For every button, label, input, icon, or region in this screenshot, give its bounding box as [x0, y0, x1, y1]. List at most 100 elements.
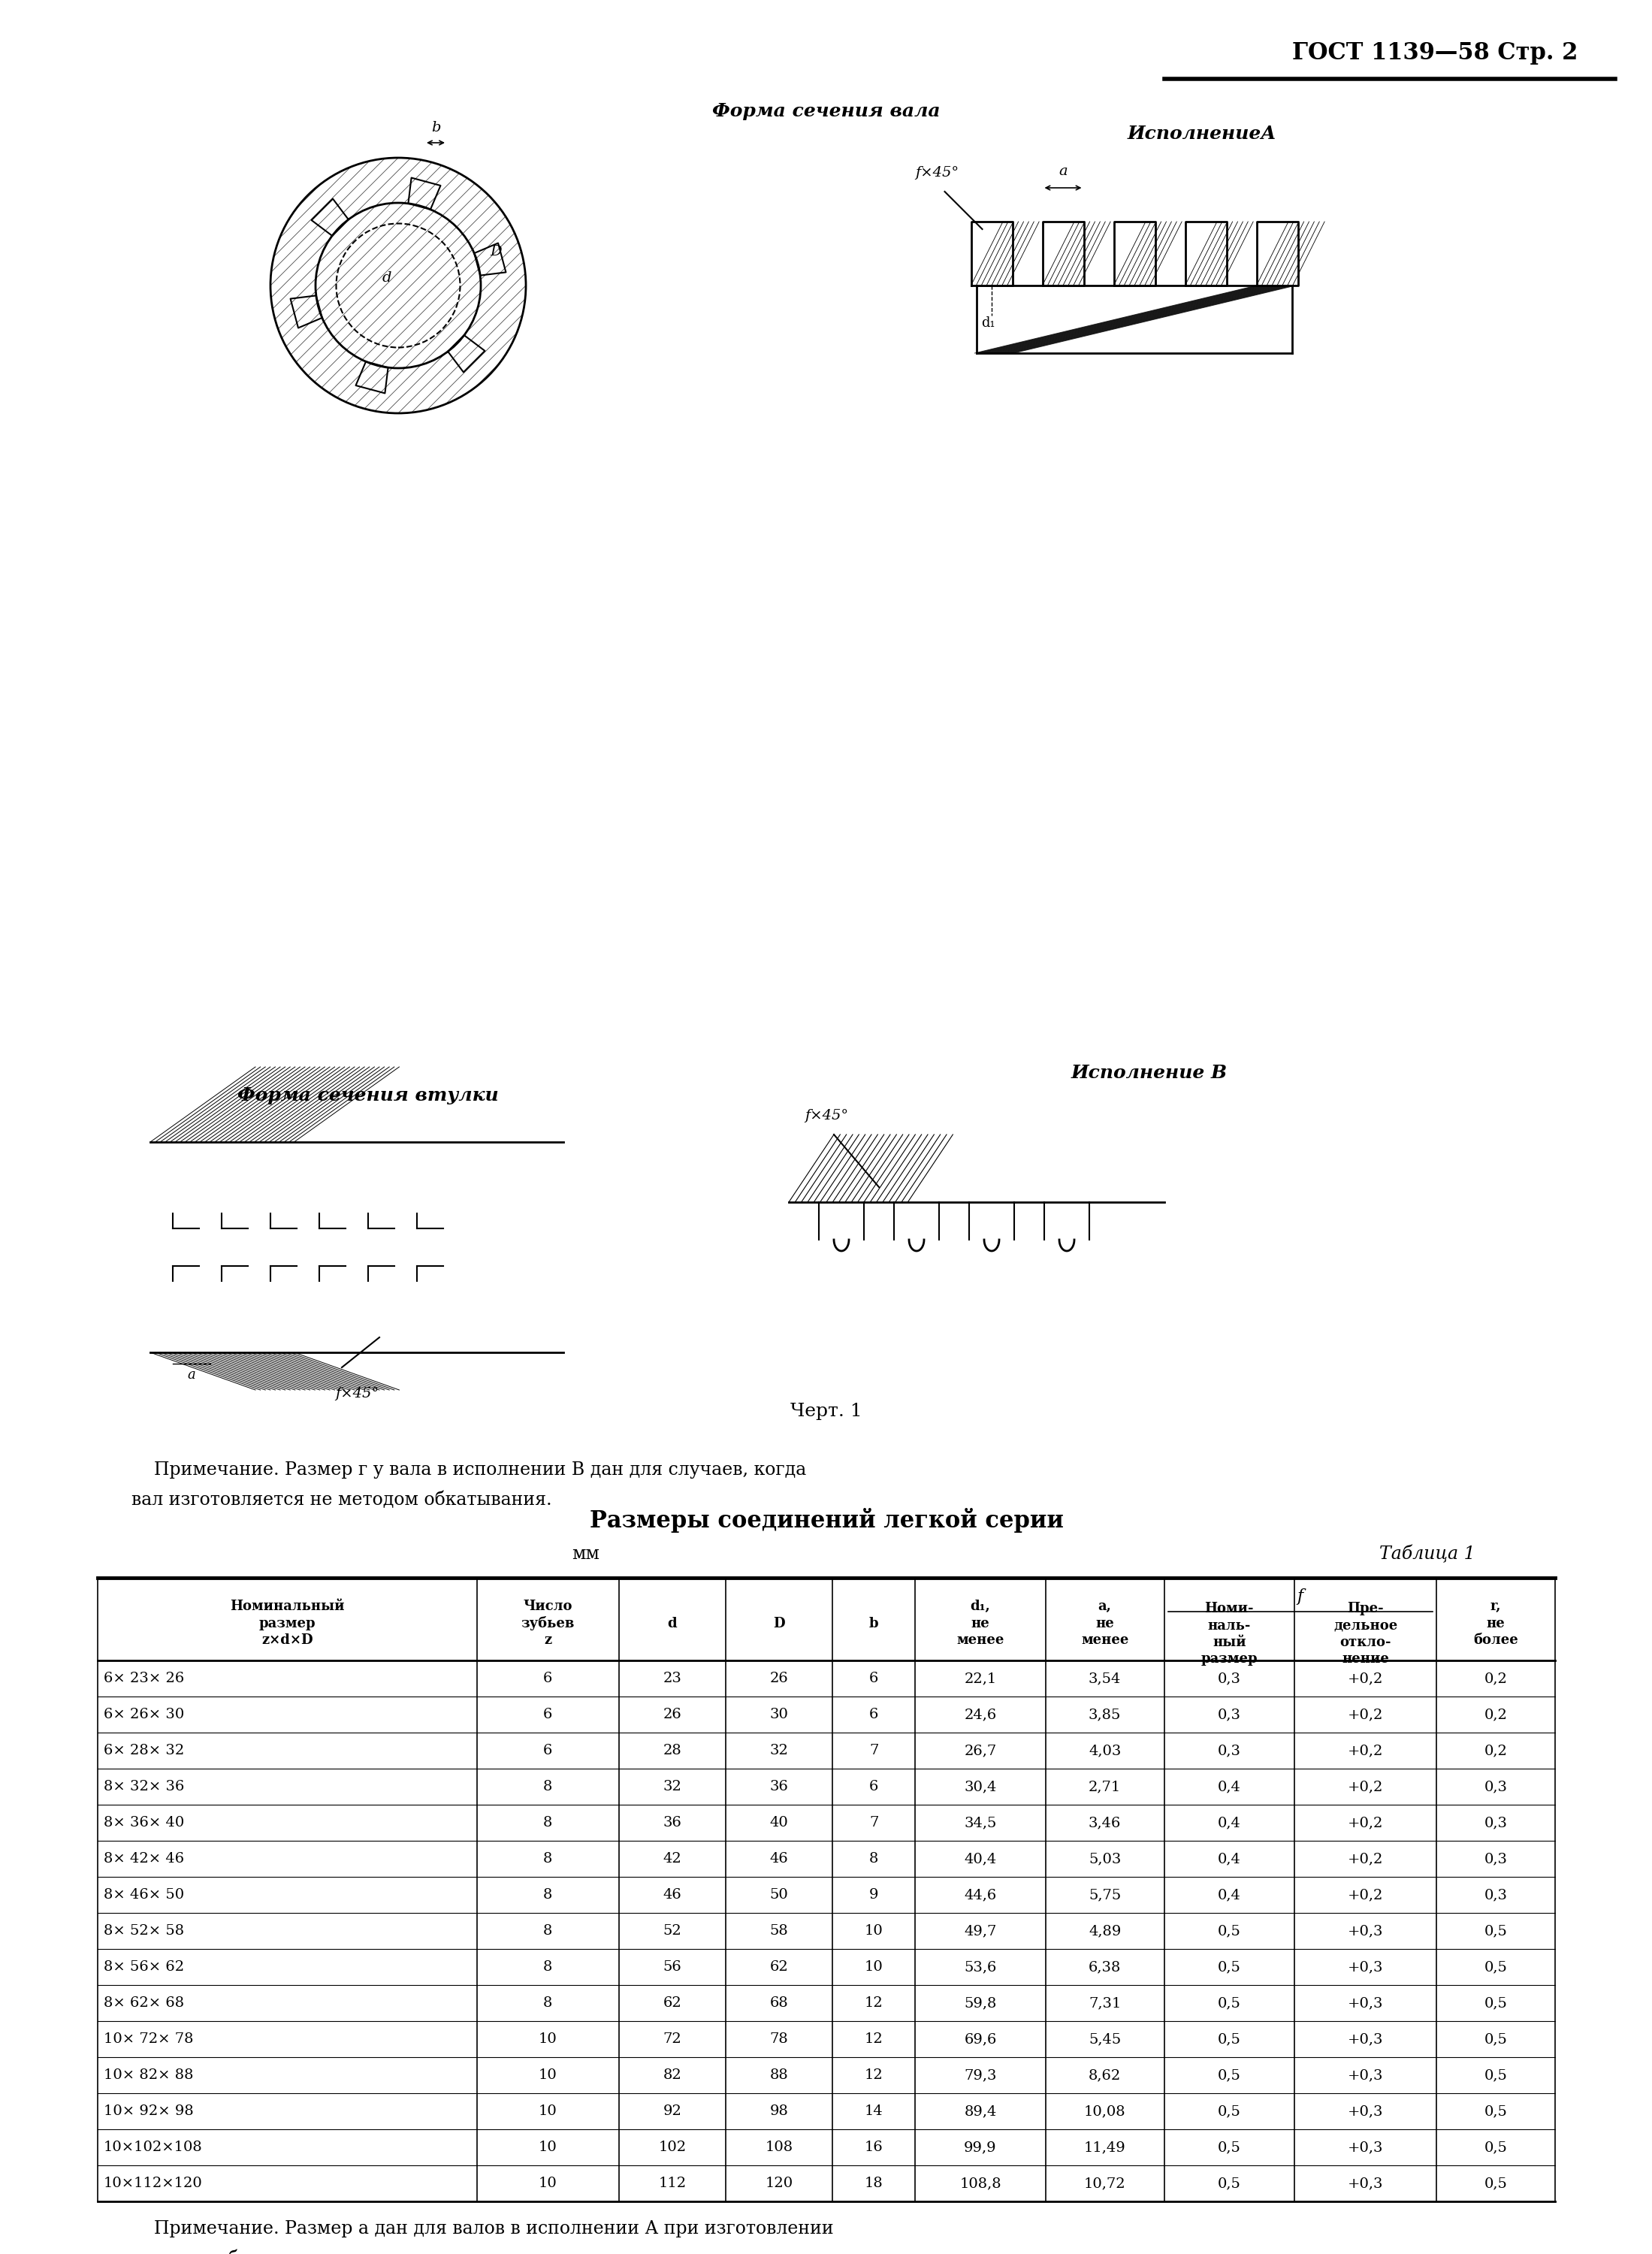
- Text: Таблица 1: Таблица 1: [1379, 1544, 1475, 1562]
- Text: 58: 58: [770, 1925, 788, 1938]
- Text: Форма сечения вала: Форма сечения вала: [712, 101, 940, 119]
- Text: 82: 82: [662, 2069, 682, 2083]
- Text: ГОСТ 1139—58 Стр. 2: ГОСТ 1139—58 Стр. 2: [1292, 41, 1578, 65]
- Text: 42: 42: [662, 1853, 682, 1866]
- Text: 30,4: 30,4: [965, 1781, 996, 1794]
- Text: Пре-
дельное
откло-
нение: Пре- дельное откло- нение: [1333, 1603, 1398, 1666]
- Text: 0,3: 0,3: [1483, 1781, 1508, 1794]
- Text: 0,2: 0,2: [1483, 1672, 1507, 1686]
- Text: 6: 6: [869, 1672, 879, 1686]
- Text: 88: 88: [770, 2069, 788, 2083]
- Text: 0,2: 0,2: [1483, 1745, 1507, 1758]
- Text: 9: 9: [869, 1889, 879, 1902]
- Text: 11,49: 11,49: [1084, 2141, 1125, 2155]
- Text: 24,6: 24,6: [965, 1709, 996, 1722]
- Text: 0,4: 0,4: [1218, 1817, 1241, 1830]
- Text: f×45°: f×45°: [335, 1386, 378, 1400]
- Text: 78: 78: [770, 2033, 788, 2047]
- Text: 0,5: 0,5: [1218, 2177, 1241, 2191]
- Text: 32: 32: [662, 1781, 682, 1794]
- Text: b: b: [431, 122, 441, 135]
- Text: 10×112×120: 10×112×120: [104, 2177, 203, 2191]
- Text: 0,5: 0,5: [1483, 1961, 1507, 1975]
- Text: 46: 46: [662, 1889, 682, 1902]
- Text: 0,5: 0,5: [1483, 2141, 1507, 2155]
- Text: +0,2: +0,2: [1348, 1781, 1383, 1794]
- Text: 98: 98: [770, 2105, 788, 2119]
- Text: 10: 10: [539, 2141, 557, 2155]
- Text: 120: 120: [765, 2177, 793, 2191]
- Text: +0,2: +0,2: [1348, 1745, 1383, 1758]
- Text: 0,3: 0,3: [1218, 1745, 1241, 1758]
- Text: 10×102×108: 10×102×108: [104, 2141, 203, 2155]
- Text: Число
зубьев
z: Число зубьев z: [520, 1600, 575, 1648]
- Text: 8× 62× 68: 8× 62× 68: [104, 1997, 183, 2011]
- Text: 3,85: 3,85: [1089, 1709, 1122, 1722]
- Text: 3,54: 3,54: [1089, 1672, 1122, 1686]
- Text: Примечание. Размер a дан для валов в исполнении А при изготовлении: Примечание. Размер a дан для валов в исп…: [132, 2220, 834, 2238]
- Text: +0,3: +0,3: [1348, 2105, 1383, 2119]
- Text: +0,3: +0,3: [1348, 1997, 1383, 2011]
- Text: 5,45: 5,45: [1089, 2033, 1122, 2047]
- Text: b: b: [869, 1616, 879, 1630]
- Text: 4,03: 4,03: [1089, 1745, 1122, 1758]
- Text: f×45°: f×45°: [805, 1109, 847, 1122]
- Text: 0,5: 0,5: [1483, 2069, 1507, 2083]
- Text: D: D: [773, 1616, 785, 1630]
- Text: f×45°: f×45°: [915, 167, 960, 180]
- Text: 0,5: 0,5: [1483, 2033, 1507, 2047]
- Text: Номинальный
размер
z×d×D: Номинальный размер z×d×D: [230, 1600, 345, 1648]
- Text: 0,5: 0,5: [1218, 2069, 1241, 2083]
- Text: +0,2: +0,2: [1348, 1853, 1383, 1866]
- Text: +0,3: +0,3: [1348, 1925, 1383, 1938]
- Text: r,
не
более: r, не более: [1474, 1600, 1518, 1648]
- Text: 62: 62: [770, 1961, 788, 1975]
- Text: 10× 72× 78: 10× 72× 78: [104, 2033, 193, 2047]
- Text: Размеры соединений легкой серии: Размеры соединений легкой серии: [590, 1508, 1064, 1533]
- Text: 8× 56× 62: 8× 56× 62: [104, 1961, 183, 1975]
- Text: 89,4: 89,4: [965, 2105, 996, 2119]
- Text: 0,4: 0,4: [1218, 1781, 1241, 1794]
- Text: 6× 23× 26: 6× 23× 26: [104, 1672, 185, 1686]
- Text: 50: 50: [770, 1889, 788, 1902]
- Text: 32: 32: [770, 1745, 788, 1758]
- Text: 0,5: 0,5: [1218, 1961, 1241, 1975]
- Text: методом обкатывания.: методом обкатывания.: [132, 2249, 345, 2254]
- Text: 8: 8: [544, 1817, 552, 1830]
- Text: 8× 46× 50: 8× 46× 50: [104, 1889, 183, 1902]
- Text: 10: 10: [539, 2177, 557, 2191]
- Text: 8: 8: [544, 1853, 552, 1866]
- Text: 10× 92× 98: 10× 92× 98: [104, 2105, 193, 2119]
- Text: 62: 62: [662, 1997, 682, 2011]
- Text: 6: 6: [869, 1709, 879, 1722]
- Text: 6: 6: [544, 1672, 552, 1686]
- Text: 0,3: 0,3: [1218, 1709, 1241, 1722]
- Text: 0,3: 0,3: [1218, 1672, 1241, 1686]
- Text: 99,9: 99,9: [965, 2141, 996, 2155]
- Text: 52: 52: [662, 1925, 682, 1938]
- Text: 0,5: 0,5: [1483, 1925, 1507, 1938]
- Text: 23: 23: [662, 1672, 682, 1686]
- Text: 8: 8: [544, 1781, 552, 1794]
- Text: a: a: [188, 1368, 195, 1382]
- Text: 10,08: 10,08: [1084, 2105, 1125, 2119]
- Text: Форма сечения втулки: Форма сечения втулки: [238, 1086, 499, 1104]
- Text: 44,6: 44,6: [965, 1889, 996, 1902]
- Text: мм: мм: [572, 1546, 600, 1562]
- Text: a,
не
менее: a, не менее: [1080, 1600, 1128, 1648]
- Text: 49,7: 49,7: [965, 1925, 996, 1938]
- Text: +0,2: +0,2: [1348, 1817, 1383, 1830]
- Text: 10: 10: [539, 2033, 557, 2047]
- Text: 0,5: 0,5: [1483, 2105, 1507, 2119]
- Text: 10: 10: [864, 1961, 884, 1975]
- Text: +0,3: +0,3: [1348, 2033, 1383, 2047]
- Text: 0,3: 0,3: [1483, 1817, 1508, 1830]
- Circle shape: [316, 203, 481, 367]
- Text: 6× 28× 32: 6× 28× 32: [104, 1745, 185, 1758]
- Text: 22,1: 22,1: [965, 1672, 996, 1686]
- Text: +0,2: +0,2: [1348, 1889, 1383, 1902]
- Text: 14: 14: [864, 2105, 884, 2119]
- Text: 36: 36: [770, 1781, 788, 1794]
- Text: Черт. 1: Черт. 1: [790, 1402, 862, 1420]
- Text: 10: 10: [539, 2069, 557, 2083]
